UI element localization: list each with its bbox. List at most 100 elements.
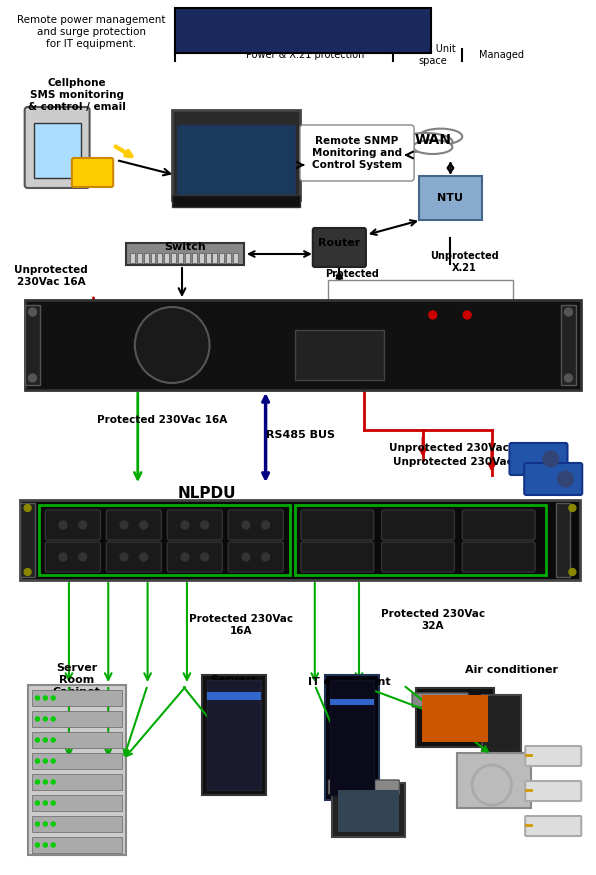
FancyBboxPatch shape	[228, 510, 283, 540]
Text: Air conditioner: Air conditioner	[465, 665, 558, 675]
FancyBboxPatch shape	[555, 503, 570, 577]
Circle shape	[470, 703, 484, 717]
FancyBboxPatch shape	[233, 253, 238, 263]
FancyBboxPatch shape	[32, 795, 122, 811]
Text: Remote SNMP
Monitoring and
Control System: Remote SNMP Monitoring and Control Syste…	[312, 136, 402, 170]
Circle shape	[51, 696, 55, 700]
FancyBboxPatch shape	[106, 510, 162, 540]
FancyBboxPatch shape	[207, 692, 260, 700]
FancyBboxPatch shape	[295, 505, 546, 575]
FancyBboxPatch shape	[219, 253, 224, 263]
Circle shape	[29, 308, 36, 316]
Circle shape	[29, 374, 36, 382]
FancyBboxPatch shape	[32, 711, 122, 727]
Text: NLPDU: NLPDU	[178, 487, 236, 501]
FancyBboxPatch shape	[151, 253, 156, 263]
Circle shape	[51, 822, 55, 826]
Text: Managed: Managed	[479, 50, 524, 60]
FancyBboxPatch shape	[524, 463, 582, 495]
Circle shape	[569, 569, 576, 576]
Circle shape	[51, 780, 55, 784]
FancyBboxPatch shape	[164, 253, 169, 263]
FancyBboxPatch shape	[381, 542, 454, 572]
Circle shape	[51, 801, 55, 805]
FancyBboxPatch shape	[300, 125, 414, 181]
FancyBboxPatch shape	[328, 280, 513, 302]
FancyBboxPatch shape	[510, 443, 567, 475]
Circle shape	[36, 780, 39, 784]
FancyBboxPatch shape	[27, 685, 126, 855]
Text: Protected 230Vac 16A: Protected 230Vac 16A	[97, 415, 228, 425]
FancyBboxPatch shape	[228, 542, 283, 572]
Text: Server
Room
Cabinet: Server Room Cabinet	[53, 663, 101, 696]
Text: POWER MANAGEMENT SYSTEM: POWER MANAGEMENT SYSTEM	[261, 335, 369, 341]
Circle shape	[36, 801, 39, 805]
FancyBboxPatch shape	[167, 542, 222, 572]
FancyBboxPatch shape	[171, 253, 176, 263]
Text: Protected 230Vac
16A: Protected 230Vac 16A	[189, 614, 293, 636]
FancyBboxPatch shape	[185, 253, 190, 263]
FancyBboxPatch shape	[32, 732, 122, 748]
Text: Servers: Servers	[210, 675, 258, 685]
Circle shape	[120, 553, 128, 561]
FancyBboxPatch shape	[126, 243, 244, 265]
Circle shape	[24, 505, 31, 512]
Text: NLMAINUNIT-2U-E: NLMAINUNIT-2U-E	[199, 20, 407, 40]
Circle shape	[201, 521, 209, 529]
Circle shape	[36, 738, 39, 742]
Circle shape	[51, 759, 55, 763]
FancyBboxPatch shape	[45, 510, 100, 540]
FancyBboxPatch shape	[213, 253, 218, 263]
Text: Protected
X.21: Protected X.21	[325, 270, 379, 290]
Text: Protected 230Vac
32A: Protected 230Vac 32A	[381, 609, 485, 631]
Circle shape	[51, 843, 55, 847]
FancyBboxPatch shape	[206, 253, 210, 263]
FancyBboxPatch shape	[144, 253, 148, 263]
Text: Unprotected 230Vac 32A: Unprotected 230Vac 32A	[393, 457, 539, 467]
FancyBboxPatch shape	[20, 503, 35, 577]
FancyBboxPatch shape	[328, 780, 399, 794]
FancyBboxPatch shape	[381, 510, 454, 540]
FancyBboxPatch shape	[24, 300, 581, 390]
Text: Rack Unit
space: Rack Unit space	[409, 45, 456, 66]
FancyBboxPatch shape	[192, 253, 197, 263]
Circle shape	[24, 569, 31, 576]
FancyBboxPatch shape	[157, 253, 162, 263]
Circle shape	[36, 822, 39, 826]
Circle shape	[44, 843, 47, 847]
Circle shape	[201, 553, 209, 561]
FancyBboxPatch shape	[482, 695, 522, 765]
Circle shape	[36, 759, 39, 763]
Circle shape	[543, 451, 558, 467]
FancyBboxPatch shape	[457, 753, 531, 808]
FancyBboxPatch shape	[525, 746, 581, 766]
FancyBboxPatch shape	[72, 158, 113, 187]
Circle shape	[463, 311, 471, 319]
FancyBboxPatch shape	[226, 253, 231, 263]
Circle shape	[44, 738, 47, 742]
FancyBboxPatch shape	[333, 783, 405, 837]
Text: NETSHIELD: NETSHIELD	[151, 316, 194, 325]
Circle shape	[44, 759, 47, 763]
FancyBboxPatch shape	[416, 688, 493, 747]
FancyBboxPatch shape	[462, 542, 535, 572]
Text: WAN: WAN	[414, 133, 451, 147]
Circle shape	[135, 307, 210, 383]
Circle shape	[429, 311, 437, 319]
Circle shape	[242, 521, 250, 529]
FancyBboxPatch shape	[136, 253, 142, 263]
FancyBboxPatch shape	[175, 8, 431, 53]
Circle shape	[44, 801, 47, 805]
Text: ⚙: ⚙	[160, 331, 185, 359]
FancyBboxPatch shape	[178, 253, 183, 263]
Text: :::::::::::::: :::::::::::::	[221, 200, 252, 206]
Text: IT equipment: IT equipment	[308, 677, 390, 687]
Circle shape	[569, 505, 576, 512]
FancyBboxPatch shape	[207, 680, 260, 790]
FancyBboxPatch shape	[339, 790, 399, 832]
Ellipse shape	[398, 133, 452, 150]
FancyBboxPatch shape	[419, 176, 482, 220]
Circle shape	[181, 521, 189, 529]
Circle shape	[36, 717, 39, 721]
FancyBboxPatch shape	[24, 305, 41, 385]
